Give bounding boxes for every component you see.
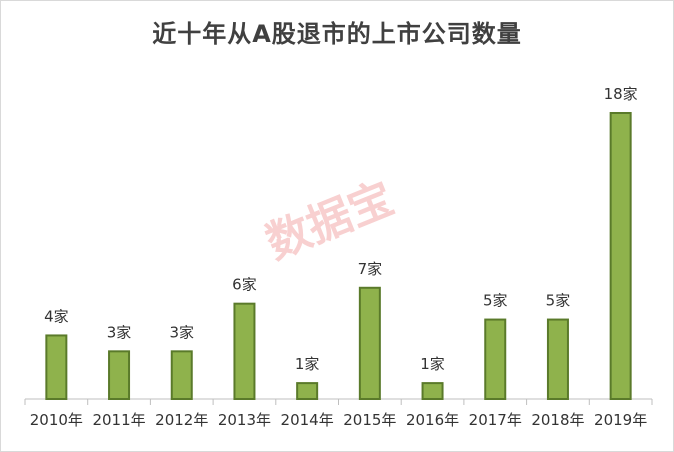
- data-label: 1家: [295, 355, 320, 373]
- x-tick-label: 2016年: [406, 411, 459, 429]
- bar: [108, 350, 131, 401]
- x-tick-label: 2013年: [218, 411, 271, 429]
- x-tick-label: 2019年: [594, 411, 647, 429]
- bar: [609, 112, 632, 400]
- bar: [358, 286, 381, 400]
- data-label: 4家: [44, 307, 69, 325]
- bar: [296, 382, 319, 401]
- x-tick-label: 2015年: [343, 411, 396, 429]
- x-tick-label: 2014年: [281, 411, 334, 429]
- bar: [45, 334, 68, 401]
- data-label: 7家: [358, 260, 383, 278]
- data-label: 5家: [546, 292, 571, 310]
- bar: [421, 382, 444, 401]
- x-tick-label: 2011年: [92, 411, 145, 429]
- data-label: 3家: [107, 323, 132, 341]
- x-tick-label: 2012年: [155, 411, 208, 429]
- data-label: 3家: [169, 323, 194, 341]
- bar: [233, 302, 256, 400]
- bar: [484, 318, 507, 400]
- data-label: 18家: [604, 85, 638, 103]
- x-tick-label: 2018年: [531, 411, 584, 429]
- x-tick-label: 2017年: [469, 411, 522, 429]
- bar: [170, 350, 193, 401]
- chart-title: 近十年从A股退市的上市公司数量: [152, 20, 522, 48]
- data-label: 1家: [420, 355, 445, 373]
- x-tick-label: 2010年: [30, 411, 83, 429]
- data-label: 5家: [483, 292, 508, 310]
- data-label: 6家: [232, 276, 257, 294]
- bar: [546, 318, 569, 400]
